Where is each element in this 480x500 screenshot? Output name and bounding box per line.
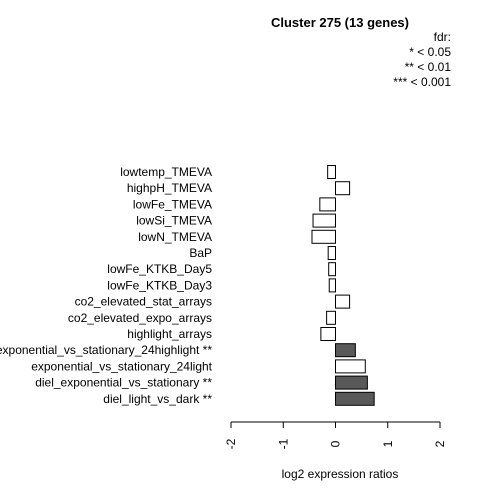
category-label: co2_elevated_expo_arrays	[68, 311, 212, 325]
category-label: exponential_vs_stationary_24highlight **	[0, 343, 212, 357]
category-labels: lowtemp_TMEVA highpH_TMEVA lowFe_TMEVA lowS…	[0, 165, 213, 406]
category-label: lowtemp_TMEVA	[120, 165, 212, 179]
bar	[335, 294, 351, 309]
bar	[327, 246, 336, 260]
category-label: lowN_TMEVA	[138, 230, 212, 244]
category-label: lowFe_KTKB_Day3	[107, 278, 212, 292]
bar	[319, 197, 337, 212]
category-label: highlight_arrays	[127, 327, 212, 341]
bar	[328, 278, 337, 293]
category-label: highpH_TMEVA	[127, 181, 212, 195]
x-tick-label: -2	[224, 438, 238, 449]
legend-entry-fdr-005: * < 0.05	[409, 45, 451, 59]
legend-title: fdr:	[434, 30, 451, 44]
category-label: co2_elevated_stat_arrays	[75, 295, 212, 309]
legend-entry-fdr-0001: *** < 0.001	[393, 75, 451, 89]
category-label: lowFe_KTKB_Day5	[107, 262, 212, 276]
legend-entry-fdr-001: ** < 0.01	[405, 60, 452, 74]
bar	[335, 359, 366, 374]
bar	[320, 327, 336, 341]
bar	[335, 181, 351, 196]
x-tick-label: 0	[329, 440, 343, 447]
bar	[326, 310, 336, 325]
x-tick-label: -1	[276, 438, 290, 449]
x-axis: -2 -1 0 1 2	[224, 421, 447, 449]
category-label: diel_exponential_vs_stationary **	[35, 376, 212, 390]
x-axis-label: log2 expression ratios	[282, 467, 399, 481]
category-label: lowSi_TMEVA	[136, 214, 212, 228]
bar	[335, 391, 375, 406]
category-label: exponential_vs_stationary_24light	[31, 359, 212, 373]
bar	[311, 229, 336, 244]
category-label: BaP	[189, 246, 212, 260]
bar	[335, 343, 356, 358]
chart-title: Cluster 275 (13 genes)	[271, 15, 409, 30]
x-tick-label: 1	[381, 440, 395, 447]
bar	[312, 213, 337, 228]
bar	[328, 262, 336, 277]
category-label: diel_light_vs_dark **	[103, 392, 212, 406]
legend: fdr: * < 0.05 ** < 0.01 *** < 0.001	[393, 30, 451, 89]
x-tick-label: 2	[433, 440, 447, 447]
bars	[311, 165, 375, 406]
category-label: lowFe_TMEVA	[133, 197, 212, 211]
bar	[327, 165, 337, 179]
bar	[335, 375, 368, 390]
